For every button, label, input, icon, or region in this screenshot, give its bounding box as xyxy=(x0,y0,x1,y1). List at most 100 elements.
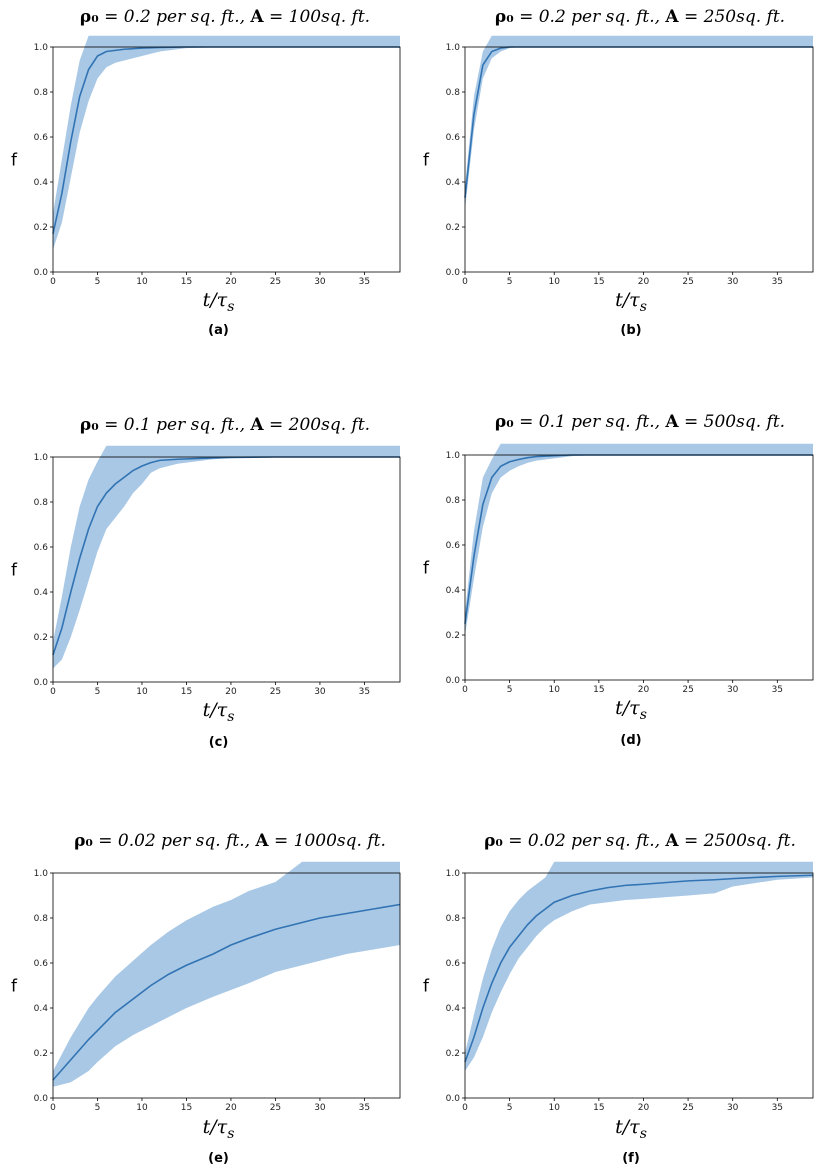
y-axis-label: f xyxy=(423,559,430,579)
y-tick-label: 1.0 xyxy=(446,451,461,461)
y-tick-label: 0.4 xyxy=(34,178,49,188)
x-tick-label: 10 xyxy=(549,1103,561,1113)
x-tick-label: 0 xyxy=(462,277,468,287)
panel-caption: (a) xyxy=(208,323,229,338)
y-tick-label: 0.0 xyxy=(446,676,461,686)
x-tick-label: 15 xyxy=(181,687,192,697)
y-axis-label: f xyxy=(11,977,18,997)
y-axis-label: f xyxy=(11,561,18,581)
x-tick-label: 35 xyxy=(772,1103,783,1113)
x-tick-label: 10 xyxy=(136,687,148,697)
panel-title: ρ₀ = 0.2 per sq. ft., A = 100sq. ft. xyxy=(80,7,370,27)
x-tick-label: 30 xyxy=(314,277,326,287)
x-tick-label: 20 xyxy=(638,1103,650,1113)
panel-title: ρ₀ = 0.02 per sq. ft., A = 2500sq. ft. xyxy=(484,831,796,851)
x-tick-label: 15 xyxy=(181,277,192,287)
panel-caption: (b) xyxy=(620,323,641,338)
y-tick-label: 0.2 xyxy=(34,223,48,233)
y-tick-label: 1.0 xyxy=(34,453,49,463)
y-tick-label: 0.8 xyxy=(446,914,461,924)
x-tick-label: 30 xyxy=(727,1103,739,1113)
y-tick-label: 0.2 xyxy=(446,1049,460,1059)
mean-line xyxy=(464,874,814,1063)
y-tick-label: 1.0 xyxy=(34,869,49,879)
y-axis-label: f xyxy=(423,151,430,171)
panel-title: ρ₀ = 0.1 per sq. ft., A = 500sq. ft. xyxy=(495,412,785,432)
mean-line xyxy=(464,46,813,198)
x-tick-label: 5 xyxy=(507,1103,513,1113)
y-tick-label: 0.6 xyxy=(34,959,49,969)
plot-frame xyxy=(52,46,401,273)
confidence-band xyxy=(465,861,813,1071)
x-tick-label: 5 xyxy=(95,687,101,697)
x-tick-label: 20 xyxy=(225,687,237,697)
x-tick-label: 20 xyxy=(225,277,237,287)
y-tick-label: 0.2 xyxy=(446,223,460,233)
y-tick-label: 0.0 xyxy=(34,678,49,688)
mean-line xyxy=(464,454,813,624)
x-tick-label: 15 xyxy=(181,1103,192,1113)
x-tick-label: 20 xyxy=(638,277,650,287)
x-tick-label: 35 xyxy=(359,277,370,287)
y-axis-label: f xyxy=(11,151,18,171)
plot-frame xyxy=(464,872,814,1099)
panel-caption: (e) xyxy=(208,1151,229,1166)
x-tick-label: 25 xyxy=(270,687,281,697)
x-tick-label: 10 xyxy=(549,277,561,287)
confidence-band xyxy=(465,443,813,635)
x-tick-label: 5 xyxy=(507,685,513,695)
y-tick-label: 0.2 xyxy=(34,1049,48,1059)
x-tick-label: 25 xyxy=(682,685,693,695)
x-tick-label: 25 xyxy=(270,1103,281,1113)
chart-panel: 0 5 10 15 20 25 30 35 0.0 0.2 0.4 0.6 0.8 1.0 f t/τs (f)… xyxy=(423,831,814,1166)
chart-panel: 0 5 10 15 20 25 30 35 0.0 0.2 0.4 0.6 0.8 1.0 f t/τs (b)… xyxy=(423,7,814,338)
confidence-band xyxy=(53,445,400,669)
y-tick-label: 0.6 xyxy=(446,541,461,551)
x-tick-label: 10 xyxy=(136,1103,148,1113)
panel-caption: (f) xyxy=(622,1151,640,1166)
y-tick-label: 1.0 xyxy=(446,43,461,53)
panel-caption: (c) xyxy=(209,735,229,750)
x-tick-label: 30 xyxy=(314,1103,326,1113)
y-tick-label: 0.4 xyxy=(446,178,461,188)
chart-panel: 0 5 10 15 20 25 30 35 0.0 0.2 0.4 0.6 0.8 1.0 f t/τs (c)… xyxy=(11,415,401,750)
x-tick-label: 10 xyxy=(136,277,148,287)
confidence-band xyxy=(53,861,400,1087)
panel-title: ρ₀ = 0.02 per sq. ft., A = 1000sq. ft. xyxy=(74,831,386,851)
y-tick-label: 0.6 xyxy=(446,959,461,969)
y-tick-label: 0.4 xyxy=(446,1004,461,1014)
panel-title: ρ₀ = 0.1 per sq. ft., A = 200sq. ft. xyxy=(80,415,370,435)
x-tick-label: 25 xyxy=(682,1103,693,1113)
y-tick-label: 0.0 xyxy=(34,1094,49,1104)
plot-frame xyxy=(52,872,401,1099)
x-tick-label: 15 xyxy=(593,1103,604,1113)
x-tick-label: 35 xyxy=(359,687,370,697)
mean-line xyxy=(52,46,400,234)
x-axis-label: t/τs xyxy=(203,289,235,315)
y-tick-label: 0.8 xyxy=(34,88,49,98)
y-tick-label: 0.0 xyxy=(446,268,461,278)
x-axis-label: t/τs xyxy=(203,699,235,725)
x-tick-label: 35 xyxy=(772,685,783,695)
y-tick-label: 0.8 xyxy=(446,496,461,506)
x-tick-label: 20 xyxy=(225,1103,237,1113)
y-tick-label: 0.6 xyxy=(34,543,49,553)
x-axis-label: t/τs xyxy=(203,1116,235,1142)
y-tick-label: 0.6 xyxy=(34,133,49,143)
panel-title: ρ₀ = 0.2 per sq. ft., A = 250sq. ft. xyxy=(495,7,785,27)
x-tick-label: 35 xyxy=(359,1103,370,1113)
y-tick-label: 0.8 xyxy=(34,498,49,508)
x-tick-label: 0 xyxy=(50,277,56,287)
x-tick-label: 0 xyxy=(462,1103,468,1113)
x-tick-label: 30 xyxy=(727,685,739,695)
x-tick-label: 5 xyxy=(507,277,513,287)
x-tick-label: 5 xyxy=(95,277,101,287)
x-tick-label: 35 xyxy=(772,277,783,287)
y-tick-label: 0.8 xyxy=(34,914,49,924)
x-tick-label: 15 xyxy=(593,685,604,695)
y-tick-label: 0.4 xyxy=(34,1004,49,1014)
x-tick-label: 25 xyxy=(682,277,693,287)
confidence-band xyxy=(465,35,813,209)
panel-caption: (d) xyxy=(620,733,641,748)
